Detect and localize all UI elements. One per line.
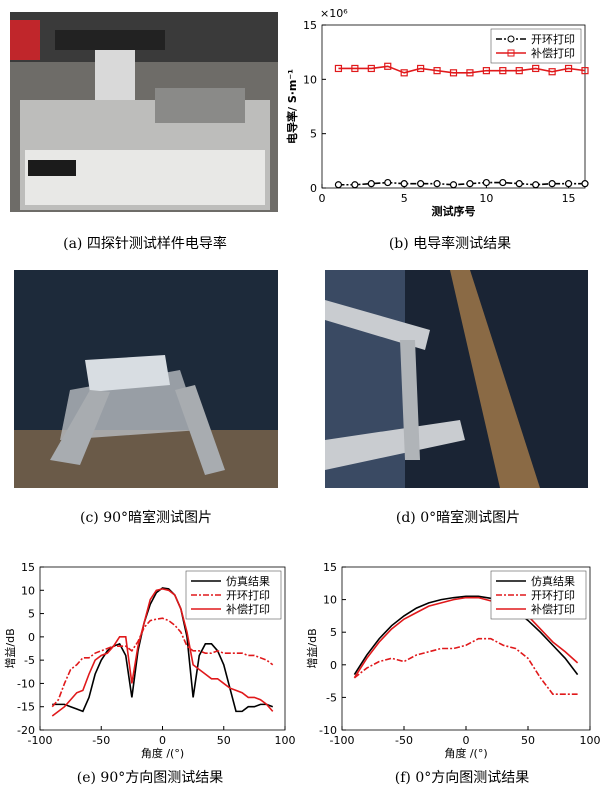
marker	[516, 181, 522, 187]
legend-label: 补偿打印	[531, 46, 575, 60]
x-tick-label: 100	[275, 734, 296, 747]
y-tick-label: 5	[310, 128, 317, 141]
axis-multiplier: ×10⁶	[320, 7, 348, 20]
caption: (b) 电导率测试结果	[389, 235, 511, 252]
marker	[401, 181, 407, 187]
y-axis-label: 增益/dB	[3, 628, 17, 668]
caption: (f) 0°方向图测试结果	[395, 770, 529, 786]
y-tick-label: 5	[330, 626, 337, 639]
series-line	[338, 66, 585, 73]
series-line	[338, 183, 585, 185]
legend-label: 仿真结果	[226, 574, 270, 588]
caption: (e) 90°方向图测试结果	[77, 770, 223, 786]
y-tick-label: 10	[21, 584, 35, 597]
marker	[549, 181, 555, 187]
y-tick-label: 0	[28, 631, 35, 644]
y-tick-label: 0	[310, 182, 317, 195]
x-tick-label: 15	[562, 192, 576, 205]
legend-label: 开环打印	[531, 588, 575, 602]
marker	[483, 180, 489, 186]
figure-page: (a) 四探针测试样件电导率 (c) 90°暗室测试图片 (d) 0°暗室测试图…	[0, 0, 603, 795]
y-tick-label: 10	[303, 73, 317, 86]
x-axis-label: 角度 /(°)	[141, 746, 184, 760]
y-tick-label: -15	[17, 701, 35, 714]
x-tick-label: 10	[479, 192, 493, 205]
x-tick-label: -50	[395, 734, 413, 747]
y-tick-label: -5	[24, 654, 35, 667]
x-axis-label: 测试序号	[432, 204, 476, 218]
caption: (c) 90°暗室测试图片	[80, 509, 212, 526]
caption: (d) 0°暗室测试图片	[396, 509, 520, 526]
marker	[451, 182, 457, 188]
marker	[500, 180, 506, 186]
legend-label: 开环打印	[531, 32, 575, 46]
y-axis-label: 电导率/ S·m⁻¹	[285, 69, 299, 144]
y-tick-label: 15	[303, 19, 317, 32]
y-axis-label: 增益/dB	[305, 628, 319, 668]
y-tick-label: 10	[323, 594, 337, 607]
photo-a	[10, 12, 278, 212]
series-line	[52, 618, 273, 706]
x-tick-label: 50	[217, 734, 231, 747]
marker	[434, 181, 440, 187]
legend-marker	[508, 36, 514, 42]
y-tick-label: -5	[326, 691, 337, 704]
legend-label: 补偿打印	[531, 602, 575, 616]
y-tick-label: 15	[323, 561, 337, 574]
caption: (a) 四探针测试样件电导率	[63, 235, 227, 252]
x-tick-label: 0	[319, 192, 326, 205]
x-tick-label: 0	[159, 734, 166, 747]
figure: (a) 四探针测试样件电导率 (c) 90°暗室测试图片 (d) 0°暗室测试图…	[0, 0, 603, 795]
marker	[582, 181, 588, 187]
x-tick-label: 100	[580, 734, 601, 747]
y-tick-label: 15	[21, 561, 35, 574]
y-tick-label: 5	[28, 608, 35, 621]
x-tick-label: -100	[330, 734, 355, 747]
marker	[335, 182, 341, 188]
x-tick-label: 5	[401, 192, 408, 205]
x-tick-label: -100	[28, 734, 53, 747]
x-tick-label: 50	[521, 734, 535, 747]
y-tick-label: -10	[17, 677, 35, 690]
marker	[385, 180, 391, 186]
legend-label: 仿真结果	[531, 574, 575, 588]
marker	[533, 182, 539, 188]
marker	[566, 181, 572, 187]
x-axis-label: 角度 /(°)	[444, 746, 487, 760]
y-tick-label: 0	[330, 659, 337, 672]
x-tick-label: 0	[463, 734, 470, 747]
marker	[368, 181, 374, 187]
legend-label: 开环打印	[226, 588, 270, 602]
legend-label: 补偿打印	[226, 602, 270, 616]
x-tick-label: -50	[92, 734, 110, 747]
marker	[418, 181, 424, 187]
marker	[352, 182, 358, 188]
photo-d	[325, 270, 588, 488]
marker	[467, 181, 473, 187]
series-line	[354, 639, 577, 694]
photo-c	[14, 270, 278, 488]
